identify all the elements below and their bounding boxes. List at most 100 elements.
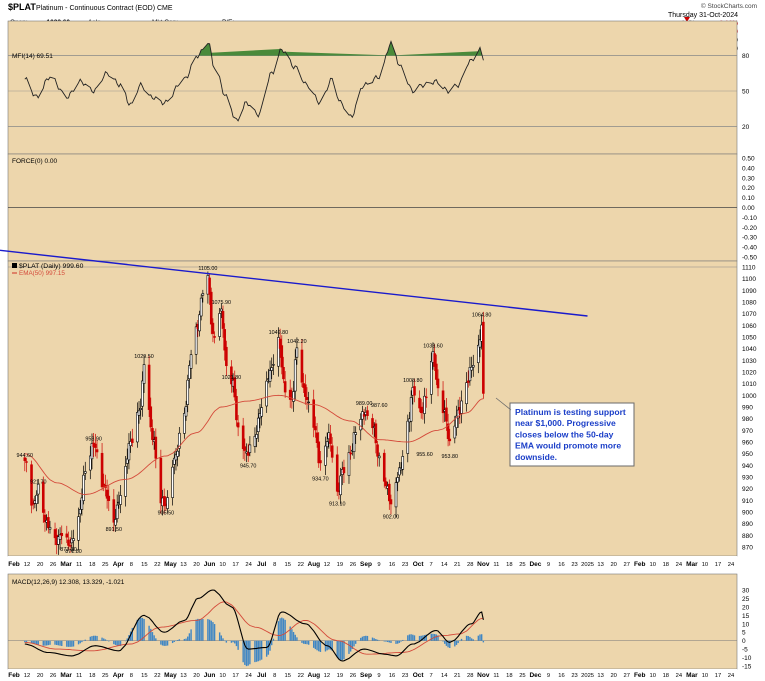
candle-body <box>398 467 401 476</box>
candle-body <box>124 466 127 497</box>
force-tick-label: -0.10 <box>742 215 757 222</box>
ema-legend: EMA(50) 997.15 <box>19 270 65 277</box>
date-tick-label: Jun <box>204 672 216 679</box>
macd-histogram-bar <box>455 640 458 645</box>
macd-histogram-bar <box>25 640 28 643</box>
macd-histogram-bar <box>329 640 332 650</box>
price-tick-label: 880 <box>742 533 753 540</box>
macd-histogram-bar <box>81 640 83 643</box>
candle-body <box>433 353 436 367</box>
candle-body <box>389 499 393 505</box>
macd-histogram-bar <box>155 638 157 641</box>
macd-histogram-bar <box>173 640 175 642</box>
price-panel: 1110 1100 1090 1080 1070 1060 1050 1040 1030 1020… <box>7 260 757 557</box>
macd-histogram-bar <box>257 640 259 662</box>
macd-histogram-bar <box>307 640 310 645</box>
force-tick-label: 0.40 <box>742 165 755 172</box>
macd-histogram-bar <box>178 639 181 641</box>
callout-text: Platinum is testing support near $1,000. … <box>515 407 626 462</box>
macd-tick-label: 5 <box>742 630 746 637</box>
macd-histogram-bar <box>383 640 385 642</box>
date-tick-label: 20 <box>37 673 43 679</box>
macd-histogram-bar <box>472 639 474 641</box>
candle-body <box>127 443 131 461</box>
axis-background <box>8 669 737 680</box>
candle-body <box>377 455 381 459</box>
macd-histogram-bar <box>176 639 179 641</box>
candle-body <box>293 359 297 392</box>
candle-body <box>151 428 154 440</box>
macd-histogram-bar <box>71 640 73 647</box>
candle-body <box>482 321 485 394</box>
candle-body <box>424 396 428 399</box>
candle-body <box>406 420 410 454</box>
macd-histogram-bar <box>254 640 256 663</box>
date-tick-label: 18 <box>663 673 669 679</box>
candle-body <box>243 446 247 451</box>
mfi-tick-label: 50 <box>742 89 750 96</box>
date-tick-label: Nov <box>477 672 490 679</box>
candle-body <box>130 438 134 443</box>
date-tick-label: 26 <box>350 562 356 568</box>
macd-histogram-bar <box>294 634 296 641</box>
macd-histogram-bar <box>161 640 164 646</box>
candle-body <box>470 366 473 371</box>
candle-body <box>295 347 299 358</box>
date-tick-label: Apr <box>113 561 125 568</box>
candle-body <box>119 495 122 505</box>
price-tick-label: 890 <box>742 521 753 528</box>
candle-body <box>314 426 317 431</box>
candle-body <box>280 345 284 368</box>
macd-histogram-bar <box>306 640 308 645</box>
macd-histogram-bar <box>220 635 223 641</box>
candle-body <box>41 481 45 513</box>
macd-histogram-bar <box>470 638 473 641</box>
macd-histogram-bar <box>237 640 239 650</box>
candle-body <box>115 504 119 519</box>
macd-histogram-bar <box>343 640 345 660</box>
macd-histogram-bar <box>289 626 291 641</box>
date-tick-label: 23 <box>402 562 408 568</box>
macd-histogram-bar <box>313 640 315 648</box>
candle-body <box>446 423 450 439</box>
date-tick-label: Oct <box>413 672 425 679</box>
date-tick-label: 12 <box>324 562 330 568</box>
macd-histogram-bar <box>249 640 251 665</box>
candle-body <box>198 314 201 332</box>
candle-body <box>362 414 366 417</box>
mfi-label: MFI(14) 69.51 <box>12 53 53 60</box>
date-tick-label: 12 <box>324 673 330 679</box>
date-tick-label: 14 <box>441 673 448 679</box>
macd-histogram-bar <box>47 640 50 646</box>
candle-body <box>419 406 423 414</box>
macd-histogram-bar <box>232 640 234 643</box>
date-tick-label: 18 <box>506 562 512 568</box>
macd-histogram-bar <box>422 635 424 641</box>
date-tick-label: 8 <box>273 562 276 568</box>
candle-body <box>223 329 226 351</box>
macd-histogram-bar <box>244 640 246 665</box>
price-tick-label: 900 <box>742 510 753 517</box>
candle-body <box>277 337 280 367</box>
candle-body <box>445 407 448 422</box>
candle-body <box>199 297 203 317</box>
date-tick-label: 27 <box>623 562 629 568</box>
macd-histogram-bar <box>291 629 293 641</box>
candle-body <box>304 384 307 397</box>
candle-body <box>213 336 216 338</box>
macd-histogram-bar <box>388 640 390 643</box>
candle-body <box>352 432 356 452</box>
candle-body <box>230 366 233 385</box>
force-tick-label: 0.50 <box>742 156 755 163</box>
macd-histogram-bar <box>113 640 115 645</box>
macd-histogram-bar <box>279 618 281 641</box>
candle-body <box>272 364 275 366</box>
candle-body <box>278 338 282 349</box>
candle-body <box>47 517 50 529</box>
force-tick-label: -0.50 <box>742 255 757 262</box>
date-tick-label: Apr <box>113 672 125 679</box>
price-annotation: 873.30 <box>60 547 77 553</box>
date-tick-label: 13 <box>597 673 603 679</box>
macd-histogram-bar <box>200 619 202 641</box>
macd-histogram-bar <box>185 638 187 641</box>
